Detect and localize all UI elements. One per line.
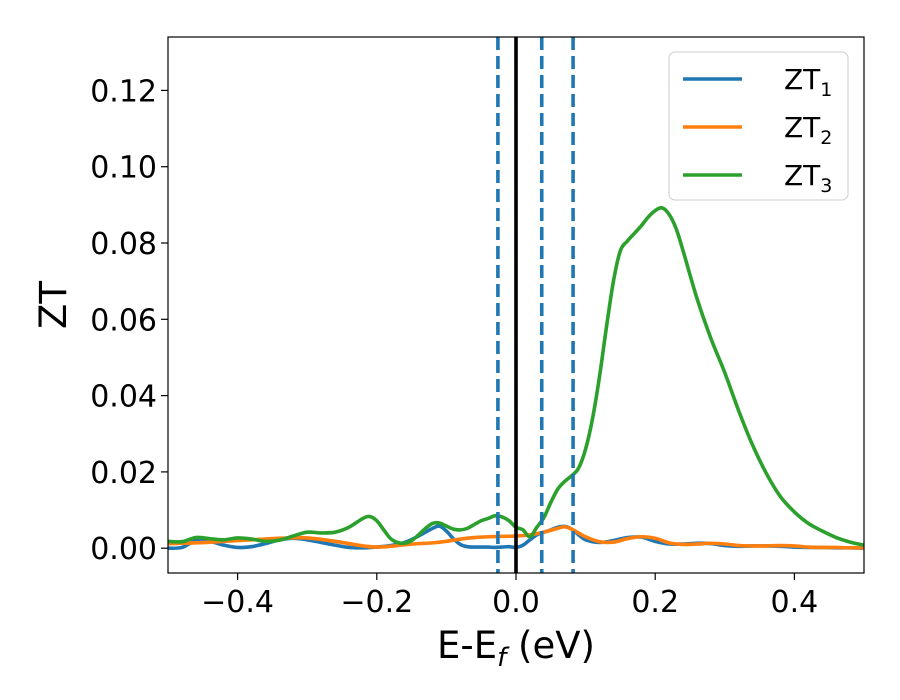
x-tick-label: 0.0: [492, 585, 540, 620]
legend-label-zt2: ZT2: [784, 111, 832, 149]
x-tick-label: 0.2: [631, 585, 679, 620]
x-tick-label: −0.4: [201, 585, 274, 620]
legend: ZT1 ZT2 ZT3: [668, 51, 849, 201]
x-axis-title-main: E-E: [437, 624, 497, 667]
x-axis-title: E-Ef (eV): [437, 624, 595, 673]
series-line-zt2: [168, 525, 864, 550]
x-axis: −0.4 −0.2 0.0 0.2 0.4: [201, 573, 818, 620]
y-axis: 0.00 0.02 0.04 0.06 0.08 0.10 0.12: [90, 74, 168, 567]
y-tick-label: 0.08: [90, 227, 157, 262]
y-tick-label: 0.10: [90, 151, 157, 186]
plot-area: [168, 37, 864, 573]
legend-label-zt3: ZT3: [784, 159, 832, 197]
x-tick-label: 0.4: [771, 585, 819, 620]
x-axis-title-suffix: (eV): [506, 624, 595, 667]
y-tick-label: 0.12: [90, 74, 157, 109]
y-tick-label: 0.02: [90, 456, 157, 491]
legend-entries: ZT1 ZT2 ZT3: [683, 63, 832, 197]
x-tick-label: −0.2: [340, 585, 413, 620]
y-tick-label: 0.00: [90, 532, 157, 567]
y-axis-title: ZT: [32, 281, 75, 329]
legend-box: [668, 51, 849, 201]
legend-label-zt1: ZT1: [784, 63, 832, 101]
series-line-zt3: [168, 205, 864, 547]
y-tick-label: 0.04: [90, 380, 157, 415]
y-tick-label: 0.06: [90, 303, 157, 338]
